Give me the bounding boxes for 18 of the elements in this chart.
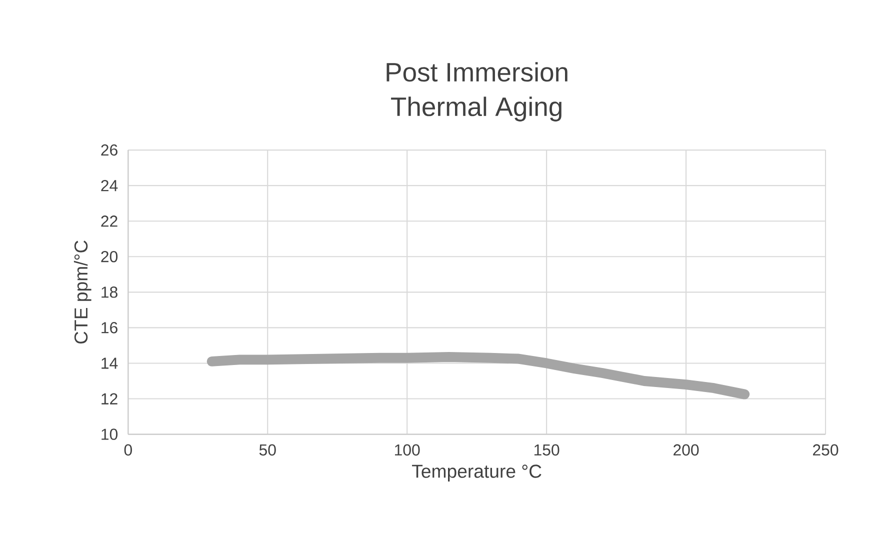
- y-tick-label: 20: [101, 251, 118, 262]
- y-tick-label: 22: [101, 216, 118, 227]
- x-tick-label: 200: [674, 444, 699, 456]
- y-tick-label: 10: [102, 428, 118, 440]
- chart-title: Post Immersion Thermal Aging: [386, 62, 568, 122]
- x-tick-label: 50: [259, 444, 276, 456]
- y-tick-label: 24: [101, 180, 118, 192]
- x-tick-label: 100: [395, 444, 420, 456]
- y-tick-label: 18: [102, 286, 118, 298]
- y-tick-label: 26: [101, 144, 118, 156]
- y-tick-label: 14: [102, 358, 118, 369]
- x-tick-label: 150: [534, 444, 560, 456]
- y-tick-label: 12: [102, 393, 118, 404]
- y-axis-title: CTE ppm/°C: [74, 240, 92, 344]
- x-tick-label: 250: [813, 444, 838, 456]
- x-tick-label: 0: [124, 444, 132, 456]
- y-tick-label: 16: [102, 322, 118, 334]
- x-axis-title: Temperature °C: [412, 464, 542, 482]
